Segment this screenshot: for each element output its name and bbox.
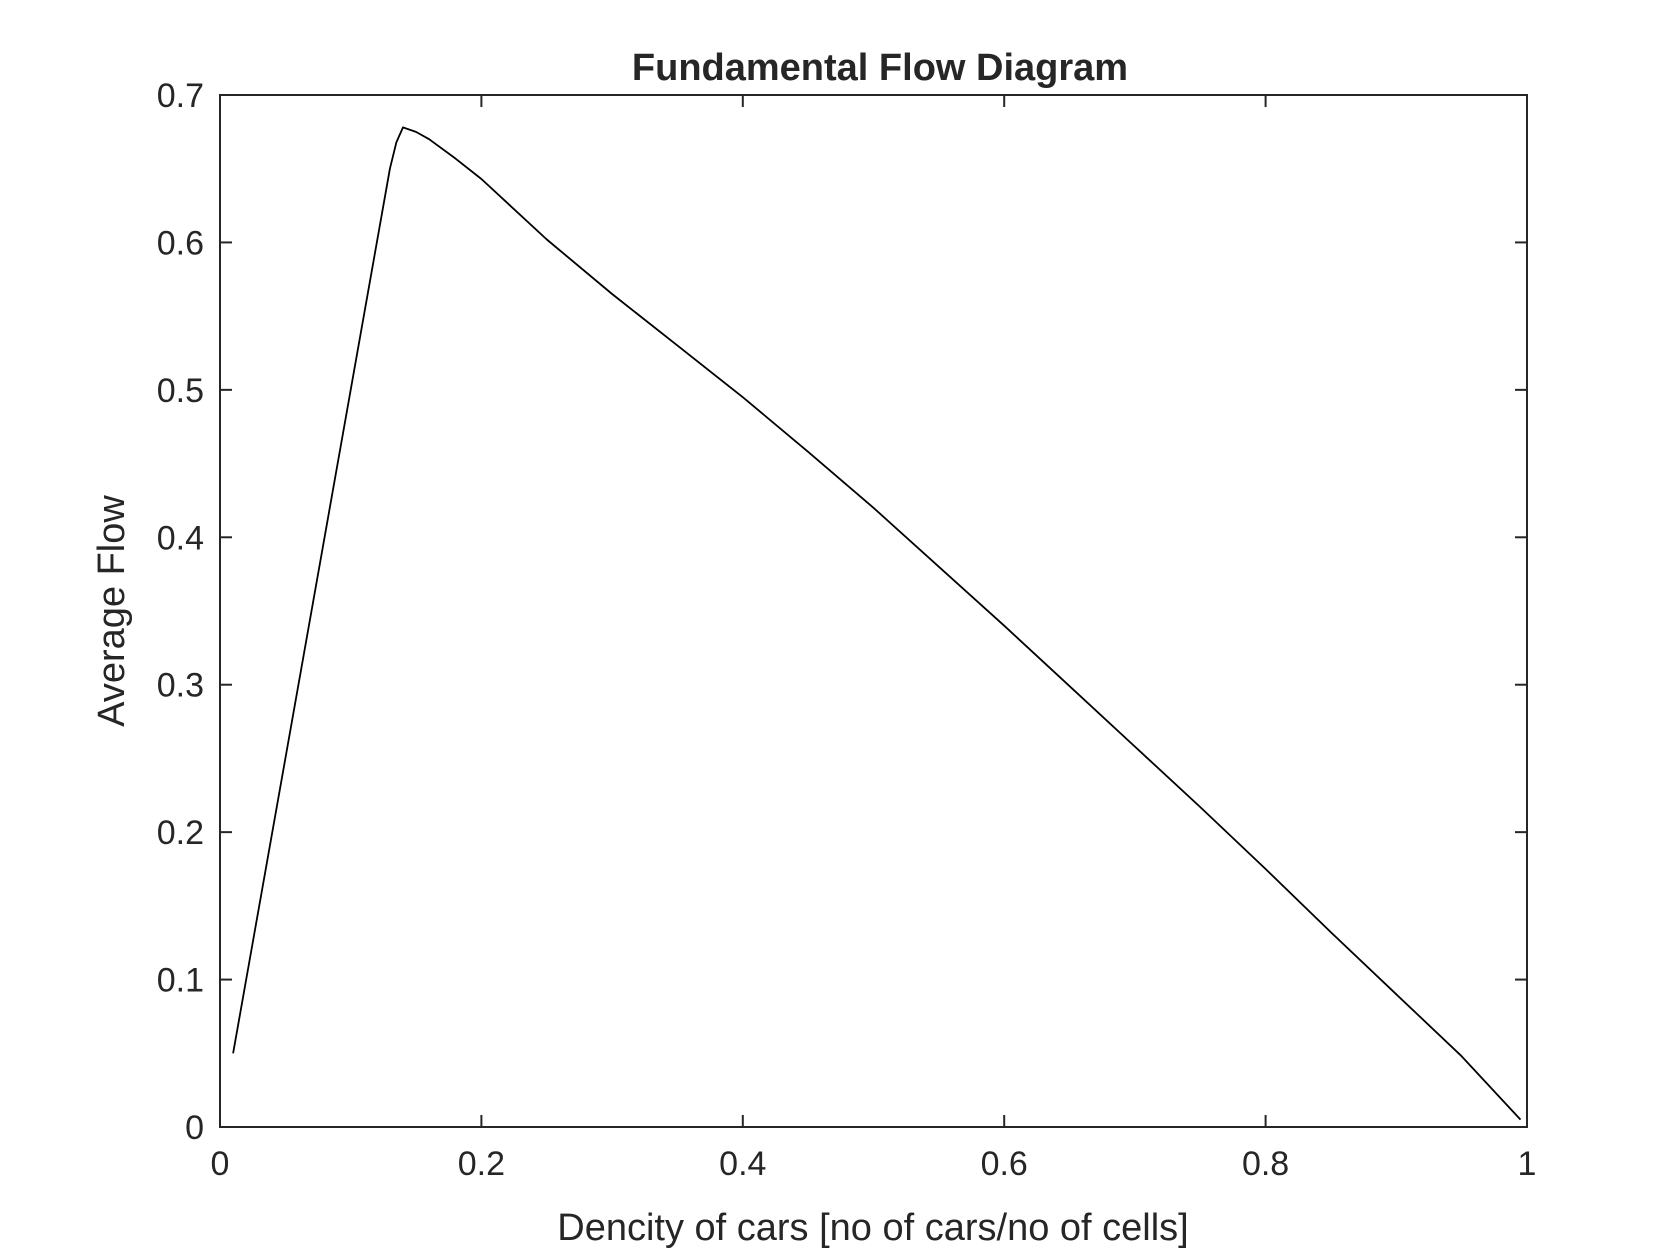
y-tick-label: 0.2: [157, 814, 204, 852]
plot-frame: [219, 94, 1528, 1128]
x-tick-label: 0.4: [719, 1145, 766, 1183]
ticks-layer: 0 0.2 0.4 0.6 0.8 1 0 0.1 0.2 0.3 0.4 0.5 0.6 0.7: [157, 77, 1537, 1183]
series-line: [232, 126, 1522, 1121]
y-tick-label: 0.6: [157, 224, 204, 262]
x-tick-label: 1: [1518, 1145, 1537, 1183]
y-tick-label: 0.3: [157, 667, 204, 705]
x-tick-label: 0.6: [981, 1145, 1028, 1183]
y-tick-label: 0: [185, 1109, 204, 1147]
y-tick-label: 0.4: [157, 519, 204, 557]
series-layer: [232, 126, 1522, 1121]
x-tick-label: 0.2: [458, 1145, 505, 1183]
chart-title: Fundamental Flow Diagram: [632, 47, 1128, 89]
y-tick-label: 0.1: [157, 962, 204, 1000]
y-tick-label: 0.7: [157, 77, 204, 115]
x-axis-label: Dencity of cars [no of cars/no of cells]: [557, 1207, 1189, 1249]
y-tick-label: 0.5: [157, 372, 204, 410]
x-tick-label: 0.8: [1242, 1145, 1289, 1183]
y-axis-label: Average Flow: [91, 495, 133, 727]
x-tick-label: 0: [211, 1145, 230, 1183]
